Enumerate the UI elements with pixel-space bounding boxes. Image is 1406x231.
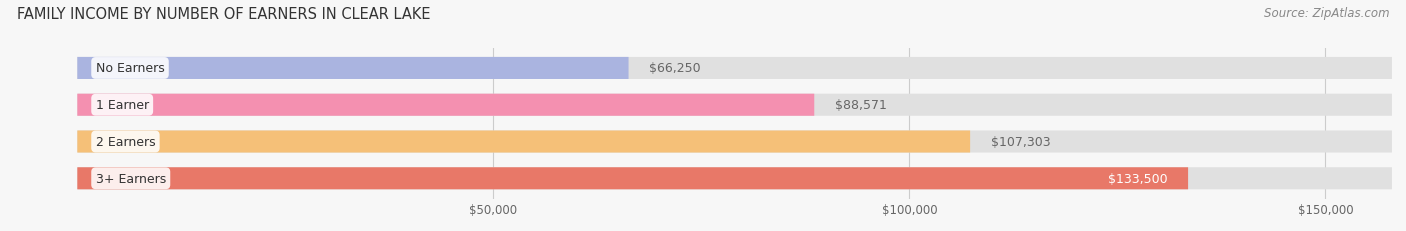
FancyBboxPatch shape <box>77 94 1392 116</box>
Text: $66,250: $66,250 <box>650 62 702 75</box>
FancyBboxPatch shape <box>77 58 1392 80</box>
FancyBboxPatch shape <box>77 167 1392 189</box>
Text: $88,571: $88,571 <box>835 99 887 112</box>
FancyBboxPatch shape <box>77 94 814 116</box>
Text: 2 Earners: 2 Earners <box>96 135 155 148</box>
Text: $107,303: $107,303 <box>991 135 1050 148</box>
FancyBboxPatch shape <box>77 167 1188 189</box>
Text: $133,500: $133,500 <box>1108 172 1167 185</box>
Text: No Earners: No Earners <box>96 62 165 75</box>
Text: 3+ Earners: 3+ Earners <box>96 172 166 185</box>
Text: 1 Earner: 1 Earner <box>96 99 149 112</box>
FancyBboxPatch shape <box>77 58 628 80</box>
Text: Source: ZipAtlas.com: Source: ZipAtlas.com <box>1264 7 1389 20</box>
FancyBboxPatch shape <box>77 131 1392 153</box>
Text: FAMILY INCOME BY NUMBER OF EARNERS IN CLEAR LAKE: FAMILY INCOME BY NUMBER OF EARNERS IN CL… <box>17 7 430 22</box>
FancyBboxPatch shape <box>77 131 970 153</box>
